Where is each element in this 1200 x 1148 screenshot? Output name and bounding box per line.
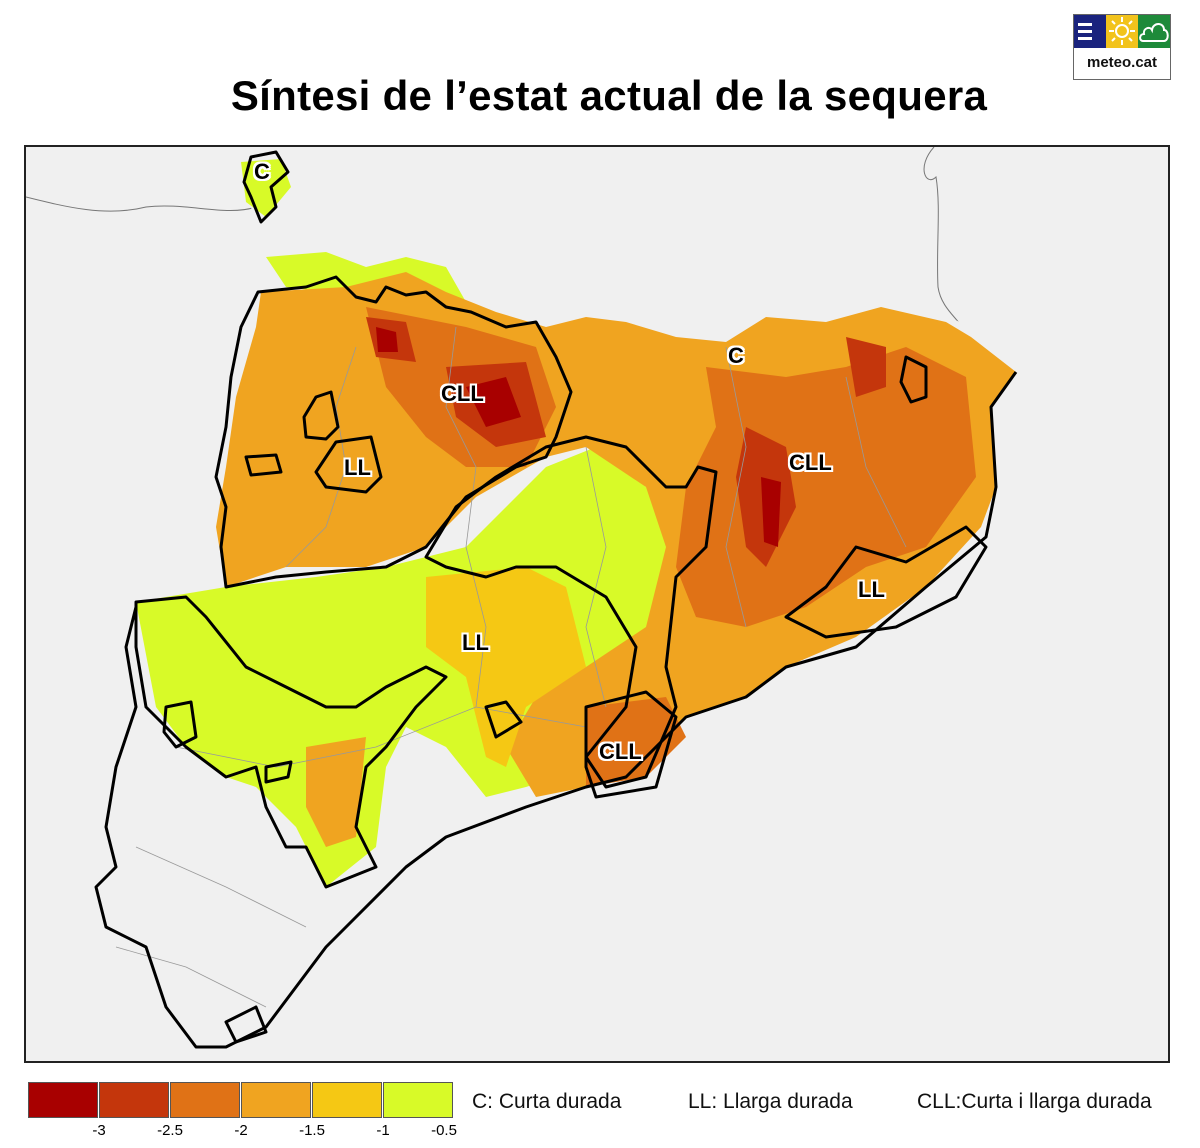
map-label: C <box>728 343 744 368</box>
map-label: CLL <box>599 739 642 764</box>
map-label: CLL <box>789 450 832 475</box>
logo-text: meteo.cat <box>1086 54 1158 71</box>
legend-ticks: -3 -2.5 -2 -1.5 -1 -0.5 <box>0 1122 480 1144</box>
map-label: CLL <box>441 381 484 406</box>
legend-tick: -2 <box>234 1122 248 1139</box>
legend-category-ll: LL: Llarga durada <box>688 1090 853 1113</box>
border-line <box>26 196 257 212</box>
legend-tick: -2.5 <box>157 1122 183 1139</box>
legend-swatch <box>383 1082 453 1118</box>
legend-swatch <box>28 1082 98 1118</box>
map-label: LL <box>858 577 885 602</box>
legend-swatch <box>241 1082 311 1118</box>
page-title: Síntesi de l’estat actual de la sequera <box>230 72 988 119</box>
legend-tick: -3 <box>92 1122 106 1139</box>
legend-swatch <box>312 1082 382 1118</box>
cloud-icon <box>1138 15 1170 48</box>
waves-icon <box>1074 15 1106 48</box>
drought-map: C CLL LL C CLL LL LL CLL <box>24 145 1170 1063</box>
map-label: LL <box>462 630 489 655</box>
map-label: C <box>254 159 270 184</box>
legend-tick: -1 <box>376 1122 390 1139</box>
color-legend <box>28 1082 454 1118</box>
meteocat-logo: meteo.cat <box>1073 14 1171 80</box>
sun-icon <box>1106 15 1138 48</box>
map-label: LL <box>344 455 371 480</box>
legend-category-c: C: Curta durada <box>472 1090 622 1113</box>
legend-category-cll: CLL:Curta i llarga durada <box>917 1090 1152 1113</box>
legend-tick: -0.5 <box>431 1122 457 1139</box>
map-canvas <box>26 147 1018 1049</box>
legend-swatch <box>99 1082 169 1118</box>
legend-tick: -1.5 <box>299 1122 325 1139</box>
legend-swatch <box>170 1082 240 1118</box>
